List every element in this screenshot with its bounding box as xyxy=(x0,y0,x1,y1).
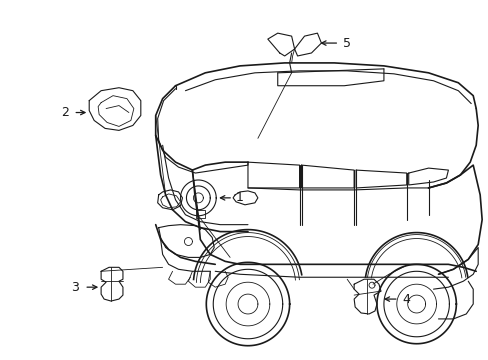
Text: 4: 4 xyxy=(402,293,410,306)
Text: 3: 3 xyxy=(71,281,79,294)
Text: 2: 2 xyxy=(61,106,69,119)
Text: 5: 5 xyxy=(343,37,350,50)
Text: 1: 1 xyxy=(236,192,244,204)
